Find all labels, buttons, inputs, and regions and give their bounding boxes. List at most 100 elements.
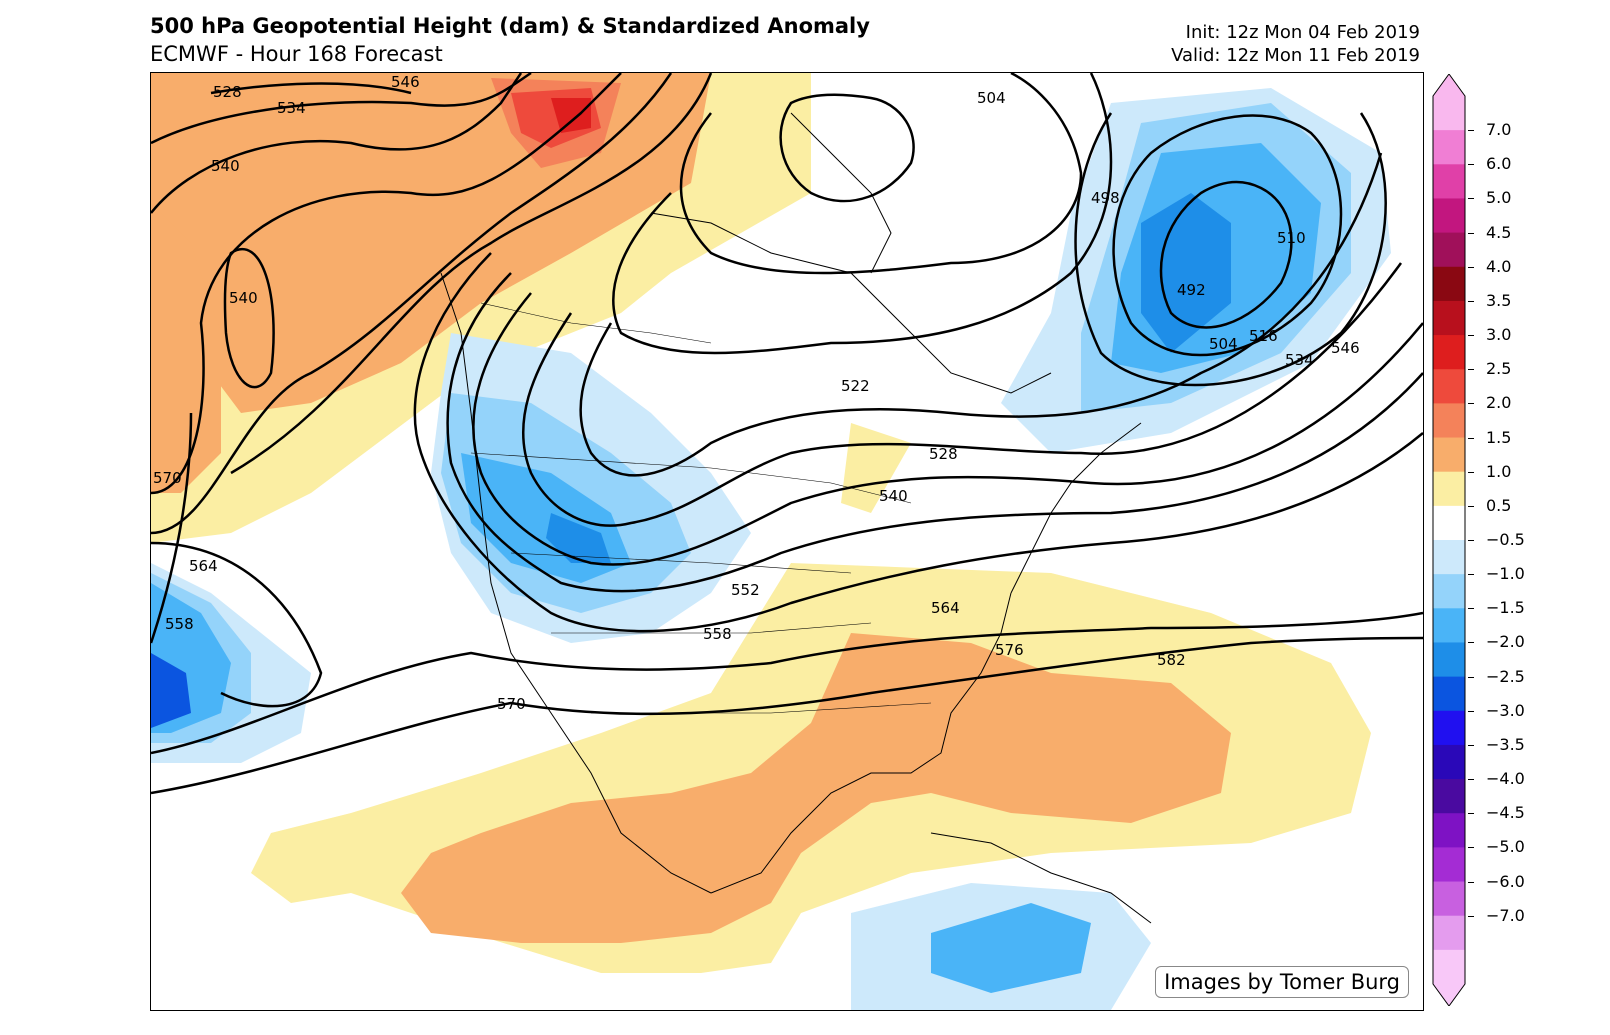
contour-label: 504 <box>977 89 1006 107</box>
colorbar-tick-mark <box>1468 164 1474 166</box>
anomaly-colorbar <box>1432 74 1466 1006</box>
contour-label: 540 <box>879 487 908 505</box>
contour-label: 510 <box>1277 229 1306 247</box>
contour-label: 498 <box>1091 189 1120 207</box>
colorbar-swatch <box>1433 164 1465 199</box>
colorbar-swatch <box>1433 949 1465 985</box>
contour-label: 522 <box>841 377 870 395</box>
colorbar-swatch <box>1433 198 1465 234</box>
contour-label: 540 <box>211 157 240 175</box>
colorbar-swatch <box>1433 369 1465 404</box>
colorbar-tick-label: −3.0 <box>1486 700 1525 720</box>
contour-label: 528 <box>929 445 958 463</box>
colorbar-swatch <box>1433 471 1465 507</box>
colorbar-swatch <box>1433 130 1465 165</box>
map-title: 500 hPa Geopotential Height (dam) & Stan… <box>150 14 870 38</box>
map-subtitle: ECMWF - Hour 168 Forecast <box>150 42 443 66</box>
init-time: Init: 12z Mon 04 Feb 2019 <box>1185 22 1420 43</box>
colorbar-swatch <box>1433 96 1465 131</box>
colorbar-tick-mark <box>1468 540 1474 541</box>
colorbar-tick-label: −3.5 <box>1486 734 1525 754</box>
colorbar-tick-mark <box>1468 505 1474 507</box>
contour-labels: 528 534 540 546 540 570 564 558 504 498 … <box>153 73 1360 713</box>
colorbar-swatch <box>1433 266 1465 302</box>
forecast-map: 528 534 540 546 540 570 564 558 504 498 … <box>150 72 1424 1011</box>
contour-label: 534 <box>1285 351 1314 369</box>
contour-label: 558 <box>703 625 732 643</box>
colorbar-tick-mark <box>1468 232 1474 234</box>
colorbar-tick-mark <box>1468 744 1474 746</box>
colorbar-tick-mark <box>1468 574 1474 576</box>
contour-label: 492 <box>1177 281 1206 299</box>
contour-label: 570 <box>153 469 182 487</box>
colorbar-tick-mark <box>1468 300 1474 302</box>
colorbar-tick-label: 6.0 <box>1486 154 1512 174</box>
contour-label: 516 <box>1249 327 1278 345</box>
valid-time: Valid: 12z Mon 11 Feb 2019 <box>1171 45 1420 66</box>
colorbar-tick-mark <box>1468 642 1474 644</box>
colorbar-tick-label: 3.0 <box>1486 325 1512 345</box>
contour-label: 570 <box>497 695 526 713</box>
colorbar-swatch <box>1433 779 1465 814</box>
image-credit: Images by Tomer Burg <box>1155 966 1409 998</box>
colorbar-swatch <box>1433 437 1465 473</box>
colorbar-tick-label: 4.5 <box>1486 222 1512 242</box>
contour-label: 540 <box>229 289 258 307</box>
contour-label: 582 <box>1157 651 1186 669</box>
colorbar-swatches <box>1433 74 1465 1006</box>
colorbar-tick-mark <box>1468 915 1474 917</box>
colorbar-tick-label: −2.0 <box>1486 632 1525 652</box>
colorbar-swatch <box>1433 642 1465 678</box>
colorbar-swatch <box>1433 540 1465 575</box>
contour-label: 564 <box>931 599 960 617</box>
colorbar-swatch <box>1433 608 1465 643</box>
colorbar-swatch <box>1433 676 1465 712</box>
colorbar-tick-label: −4.0 <box>1486 769 1525 789</box>
contour-label: 528 <box>213 83 242 101</box>
contour-label: 504 <box>1209 335 1238 353</box>
colorbar-tick-mark <box>1468 813 1474 815</box>
colorbar-swatch <box>1433 403 1465 439</box>
colorbar-max-arrow <box>1433 74 1465 96</box>
colorbar-tick-label: 7.0 <box>1486 120 1512 140</box>
contour-label: 564 <box>189 557 218 575</box>
contour-label: 534 <box>277 99 306 117</box>
colorbar-tick-mark <box>1468 335 1474 337</box>
colorbar-tick-label: 2.5 <box>1486 359 1512 379</box>
colorbar-tick-mark <box>1468 198 1474 200</box>
colorbar-tick-mark <box>1468 369 1474 371</box>
colorbar-tick-label: −6.0 <box>1486 871 1525 891</box>
colorbar-tick-label: −2.5 <box>1486 666 1525 686</box>
colorbar-tick-label: −7.0 <box>1486 905 1525 925</box>
colorbar-swatch <box>1433 744 1465 780</box>
colorbar-tick-label: 0.5 <box>1486 495 1512 515</box>
height-contours <box>151 73 1423 795</box>
colorbar-tick-label: −1.0 <box>1486 564 1525 584</box>
colorbar-tick-mark <box>1468 403 1474 405</box>
contour-label: 546 <box>1331 339 1360 357</box>
colorbar-tick-label: 1.0 <box>1486 461 1512 481</box>
colorbar-tick-mark <box>1468 779 1474 781</box>
negative-anomaly-fill <box>151 88 1391 1010</box>
colorbar-tick-mark <box>1468 676 1474 678</box>
colorbar-tick-mark <box>1468 471 1474 473</box>
contour-label: 576 <box>995 641 1024 659</box>
contour-label: 558 <box>165 615 194 633</box>
contour-label: 552 <box>731 581 760 599</box>
contour-label: 546 <box>391 73 420 91</box>
colorbar-tick-mark <box>1468 608 1474 610</box>
colorbar-tick-label: 5.0 <box>1486 188 1512 208</box>
colorbar-swatch <box>1433 813 1465 848</box>
map-canvas: 528 534 540 546 540 570 564 558 504 498 … <box>151 73 1423 1010</box>
colorbar-tick-mark <box>1468 710 1474 712</box>
colorbar-swatch <box>1433 574 1465 609</box>
colorbar-tick-label: 1.5 <box>1486 427 1512 447</box>
colorbar-tick-label: −0.5 <box>1486 530 1525 549</box>
colorbar-swatch <box>1433 847 1465 883</box>
colorbar-tick-label: −4.5 <box>1486 803 1525 823</box>
colorbar-tick-label: 2.0 <box>1486 393 1512 413</box>
colorbar-tick-mark <box>1468 437 1474 439</box>
colorbar-swatch <box>1433 915 1465 951</box>
colorbar-swatch <box>1433 300 1465 336</box>
coastlines <box>440 112 1152 924</box>
